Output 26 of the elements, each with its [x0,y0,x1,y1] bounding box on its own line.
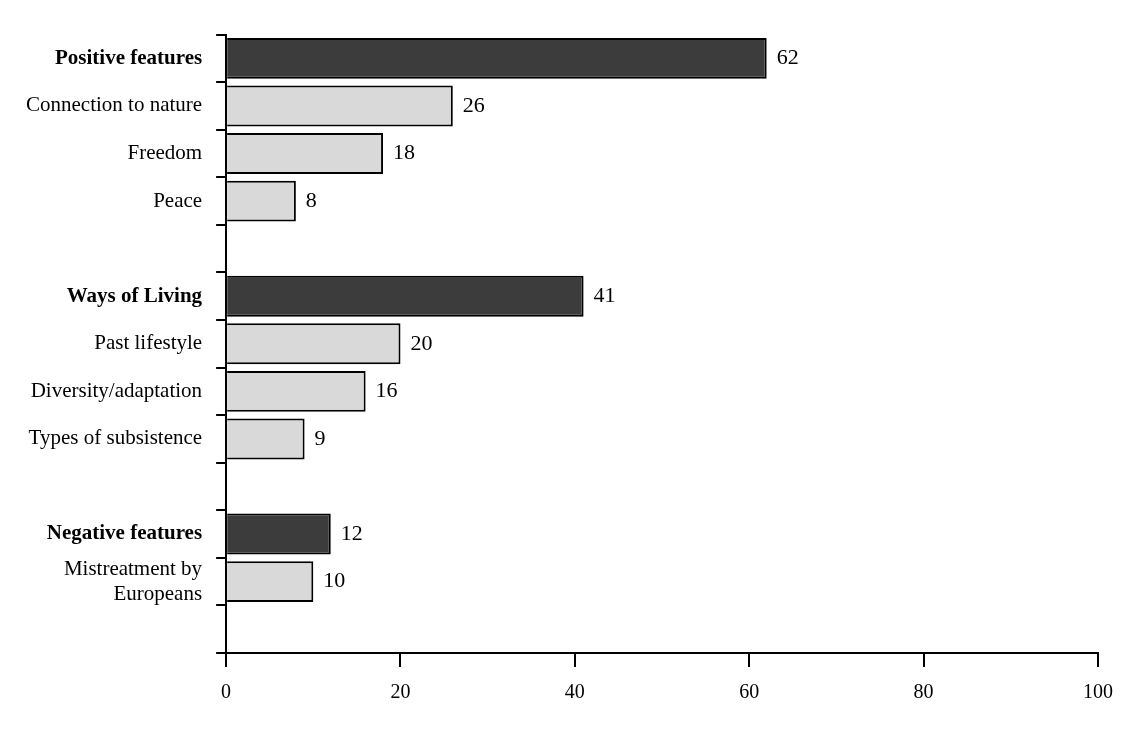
y-tick-label: Past lifestyle [94,330,203,355]
data-label: 18 [393,139,416,165]
y-tick-label: Connection to nature [26,92,203,117]
x-tick-label: 100 [1083,680,1113,703]
data-label: 20 [410,329,433,355]
data-label: 10 [323,567,346,593]
y-tick-label: Peace [153,187,203,212]
x-tick-label: 80 [913,680,934,703]
y-tick-label: Diversity/adaptation [30,377,203,402]
y-tick-label: Negative features [46,520,203,545]
data-label: 41 [593,282,616,308]
y-tick-label: Mistreatment by Europeans [63,555,203,605]
x-tick-label: 40 [564,680,585,703]
data-label: 16 [375,377,398,403]
data-label: 12 [340,519,363,545]
x-tick-label: 60 [739,680,760,703]
y-tick-label: Freedom [127,140,203,165]
x-tick-label: 0 [221,680,232,703]
y-tick-label: Types of subsistence [28,425,203,450]
y-tick-label: Ways of Living [66,282,203,307]
data-label: 26 [462,91,485,117]
data-label: 8 [305,186,317,212]
data-label: 9 [314,424,326,450]
y-tick-label: Positive features [54,44,203,69]
x-tick-label: 20 [390,680,411,703]
data-label: 62 [776,44,799,70]
